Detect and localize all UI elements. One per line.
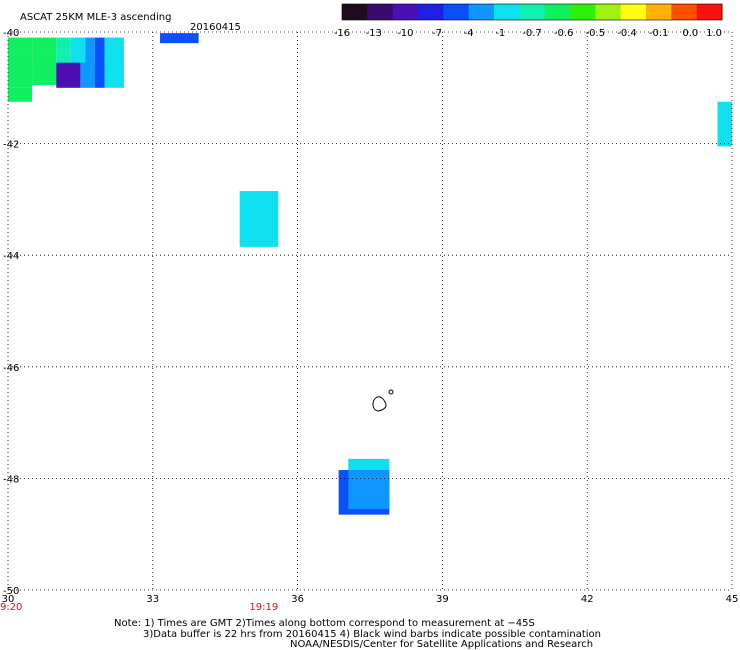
colorbar-tick-7: -0.6 <box>554 28 574 39</box>
colorbar-swatch-12 <box>646 4 672 20</box>
data-cell-24 <box>348 470 390 510</box>
data-cell-18 <box>8 87 33 102</box>
colorbar-tick-0: -16 <box>334 28 350 39</box>
colorbar-swatch-2 <box>392 4 419 20</box>
colorbar-swatch-7 <box>519 4 546 20</box>
note-line-2: 3)Data buffer is 22 hrs from 20160415 4)… <box>143 629 601 640</box>
colorbar-tick-9: -0.4 <box>617 28 637 39</box>
colorbar-swatch-9 <box>570 4 596 20</box>
y-tick-label-1: -42 <box>3 140 19 151</box>
grid-lines <box>7 31 733 591</box>
colorbar-swatch-0 <box>342 4 368 20</box>
data-cells <box>8 33 732 515</box>
data-cell-4 <box>85 37 95 52</box>
colorbar-tick-1: -13 <box>365 28 381 39</box>
note-line-1: Note: 1) Times are GMT 2)Times along bot… <box>114 618 535 629</box>
data-cell-21 <box>239 191 279 247</box>
time-label-0: 19:20 <box>0 602 22 613</box>
data-cell-16 <box>94 62 105 88</box>
y-tick-label-2: -44 <box>3 251 19 262</box>
colorbar-frame <box>341 3 723 21</box>
x-tick-label-0: 30 <box>2 594 15 605</box>
colorbar-swatch-4 <box>443 4 470 20</box>
colorbar-tick-5: -1 <box>495 28 505 39</box>
colorbar-swatch-5 <box>468 4 495 20</box>
time-label-1: 19:19 <box>249 602 278 613</box>
data-cell-17 <box>104 62 124 88</box>
colorbar-tick-12: 1.0 <box>706 28 722 39</box>
island-outline <box>372 396 387 412</box>
data-cell-5 <box>94 37 105 52</box>
data-cell-13 <box>8 62 33 88</box>
data-cell-2 <box>56 37 71 52</box>
note-line-3: NOAA/NESDIS/Center for Satellite Applica… <box>290 639 593 650</box>
colorbar: -16 -13 -10 -7 -4 -1 -0.7 -0.6 -0.5 -0.4 -0.1 0.0 1.… <box>334 3 723 39</box>
x-tick-label-4: 42 <box>581 594 594 605</box>
data-cell-20 <box>717 101 732 147</box>
colorbar-swatch-10 <box>595 4 622 20</box>
data-cell-22 <box>348 458 390 471</box>
colorbar-tick-10: -0.1 <box>649 28 669 39</box>
x-tick-label-5: 45 <box>726 594 739 605</box>
colorbar-tick-8: -0.5 <box>586 28 606 39</box>
colorbar-swatch-13 <box>671 4 698 20</box>
x-tick-label-3: 39 <box>436 594 449 605</box>
y-tick-label-5: -50 <box>3 586 19 597</box>
x-tick-label-2: 36 <box>291 594 304 605</box>
chart-date: 20160415 <box>190 22 241 33</box>
y-tick-label-3: -46 <box>3 363 19 374</box>
data-cell-14 <box>56 62 81 88</box>
colorbar-swatch-14 <box>696 4 723 20</box>
colorbar-tick-2: -10 <box>397 28 413 39</box>
colorbar-swatch-8 <box>544 4 571 20</box>
x-tick-label-1: 33 <box>146 594 159 605</box>
data-cell-3 <box>70 37 86 52</box>
data-cell-15 <box>80 62 95 88</box>
colorbar-swatch-3 <box>418 4 444 20</box>
colorbar-swatch-6 <box>494 4 520 20</box>
data-cell-1 <box>32 37 57 52</box>
colorbar-tick-3: -7 <box>432 28 442 39</box>
colorbar-tick-4: -4 <box>464 28 474 39</box>
y-tick-label-0: -40 <box>3 28 19 39</box>
data-cell-0 <box>8 37 33 52</box>
tick-labels: 30 33 36 39 42 45 -40 -42 -44 -46 -48 -50 19:20 19:19 <box>0 28 738 613</box>
data-cell-19 <box>160 33 199 44</box>
islet-outline <box>388 389 394 395</box>
chart-title: ASCAT 25KM MLE-3 ascending <box>20 12 171 23</box>
data-cell-7 <box>32 51 57 86</box>
colorbar-swatch-11 <box>620 4 647 20</box>
y-tick-label-4: -48 <box>3 474 19 485</box>
colorbar-tick-6: -0.7 <box>522 28 542 39</box>
colorbar-swatch-1 <box>367 4 394 20</box>
colorbar-tick-11: 0.0 <box>682 28 698 39</box>
